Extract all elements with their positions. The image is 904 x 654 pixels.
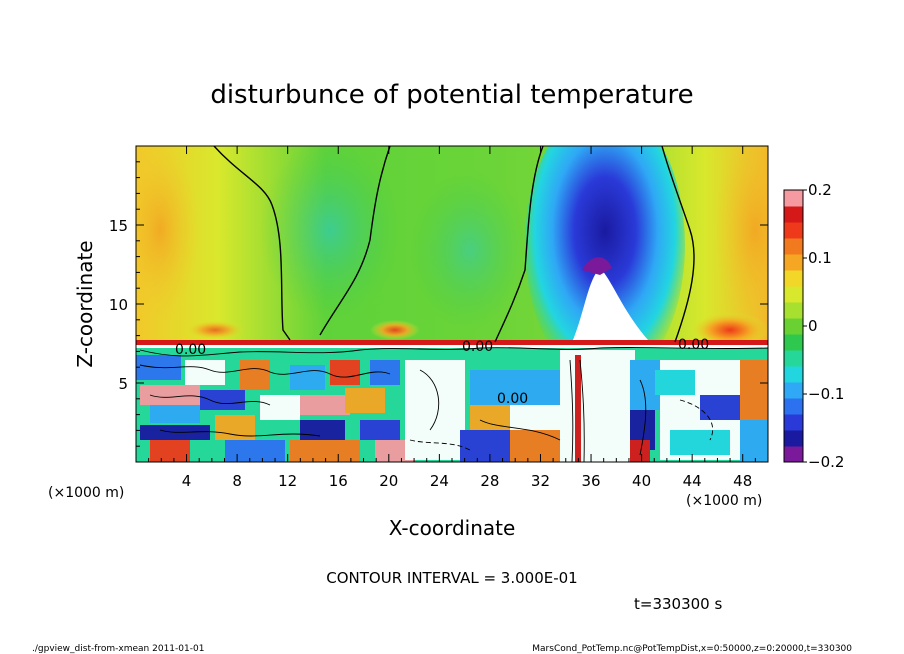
colorbar-swatch (784, 398, 803, 415)
x-tick-label: 4 (182, 472, 192, 490)
footer-right: MarsCond_PotTemp.nc@PotTempDist,x=0:5000… (532, 644, 852, 654)
colorbar-swatch (784, 430, 803, 447)
y-axis-label: Z-coordinate (73, 240, 97, 367)
x-unit-right: (×1000 m) (686, 493, 762, 509)
colorbar-tick-label: −0.2 (808, 453, 844, 471)
colorbar-swatch (784, 270, 803, 287)
x-tick-label: 44 (683, 472, 702, 490)
y-tick-label: 10 (109, 296, 128, 314)
colorbar-swatch (784, 302, 803, 319)
colorbar-tick-label: 0.2 (808, 181, 832, 199)
x-tick-label: 36 (581, 472, 600, 490)
y-tick-label: 15 (109, 217, 128, 235)
colorbar-swatch (784, 318, 803, 335)
x-tick-label: 32 (531, 472, 550, 490)
colorbar-swatch (784, 446, 803, 463)
x-tick-label: 28 (480, 472, 499, 490)
colorbar-swatch (784, 206, 803, 223)
colorbar-swatch (784, 382, 803, 399)
x-axis: 4 8 12 16 20 24 28 32 36 40 44 48 (148, 146, 756, 490)
x-tick-label: 8 (232, 472, 242, 490)
colorbar-swatch (784, 286, 803, 303)
y-axis: 5 10 15 (109, 161, 768, 447)
x-tick-label: 24 (430, 472, 449, 490)
x-unit-left: (×1000 m) (48, 485, 124, 501)
colorbar-tick-label: −0.1 (808, 385, 844, 403)
colorbar-swatch (784, 334, 803, 351)
chart-title: disturbunce of potential temperature (210, 80, 693, 110)
x-tick-label: 20 (379, 472, 398, 490)
colorbar-swatch (784, 366, 803, 383)
colorbar (783, 189, 804, 463)
colorbar-swatch (784, 222, 803, 239)
contour-label: 0.00 (175, 342, 206, 358)
y-tick-label: 5 (118, 375, 128, 393)
time-label: t=330300 s (634, 595, 722, 613)
contour-interval: CONTOUR INTERVAL = 3.000E-01 (326, 569, 577, 587)
colorbar-tick-label: 0 (808, 317, 818, 335)
colorbar-swatch (784, 254, 803, 271)
colorbar-ticks: 0.2 0.1 0 −0.1 −0.2 (803, 181, 844, 471)
colorbar-tick-label: 0.1 (808, 249, 832, 267)
colorbar-swatch (784, 414, 803, 431)
x-tick-label: 12 (278, 472, 297, 490)
contour-label: 0.00 (678, 337, 709, 353)
colorbar-swatch (784, 190, 803, 207)
x-tick-label: 48 (733, 472, 752, 490)
x-axis-label: X-coordinate (389, 516, 516, 540)
x-tick-label: 40 (632, 472, 651, 490)
footer-left: ./gpview_dist-from-xmean 2011-01-01 (32, 644, 204, 654)
x-tick-label: 16 (329, 472, 348, 490)
colorbar-swatch (784, 350, 803, 367)
contour-label: 0.00 (497, 391, 528, 407)
colorbar-swatch (784, 238, 803, 255)
field-area (136, 146, 768, 462)
contour-label: 0.00 (462, 339, 493, 355)
